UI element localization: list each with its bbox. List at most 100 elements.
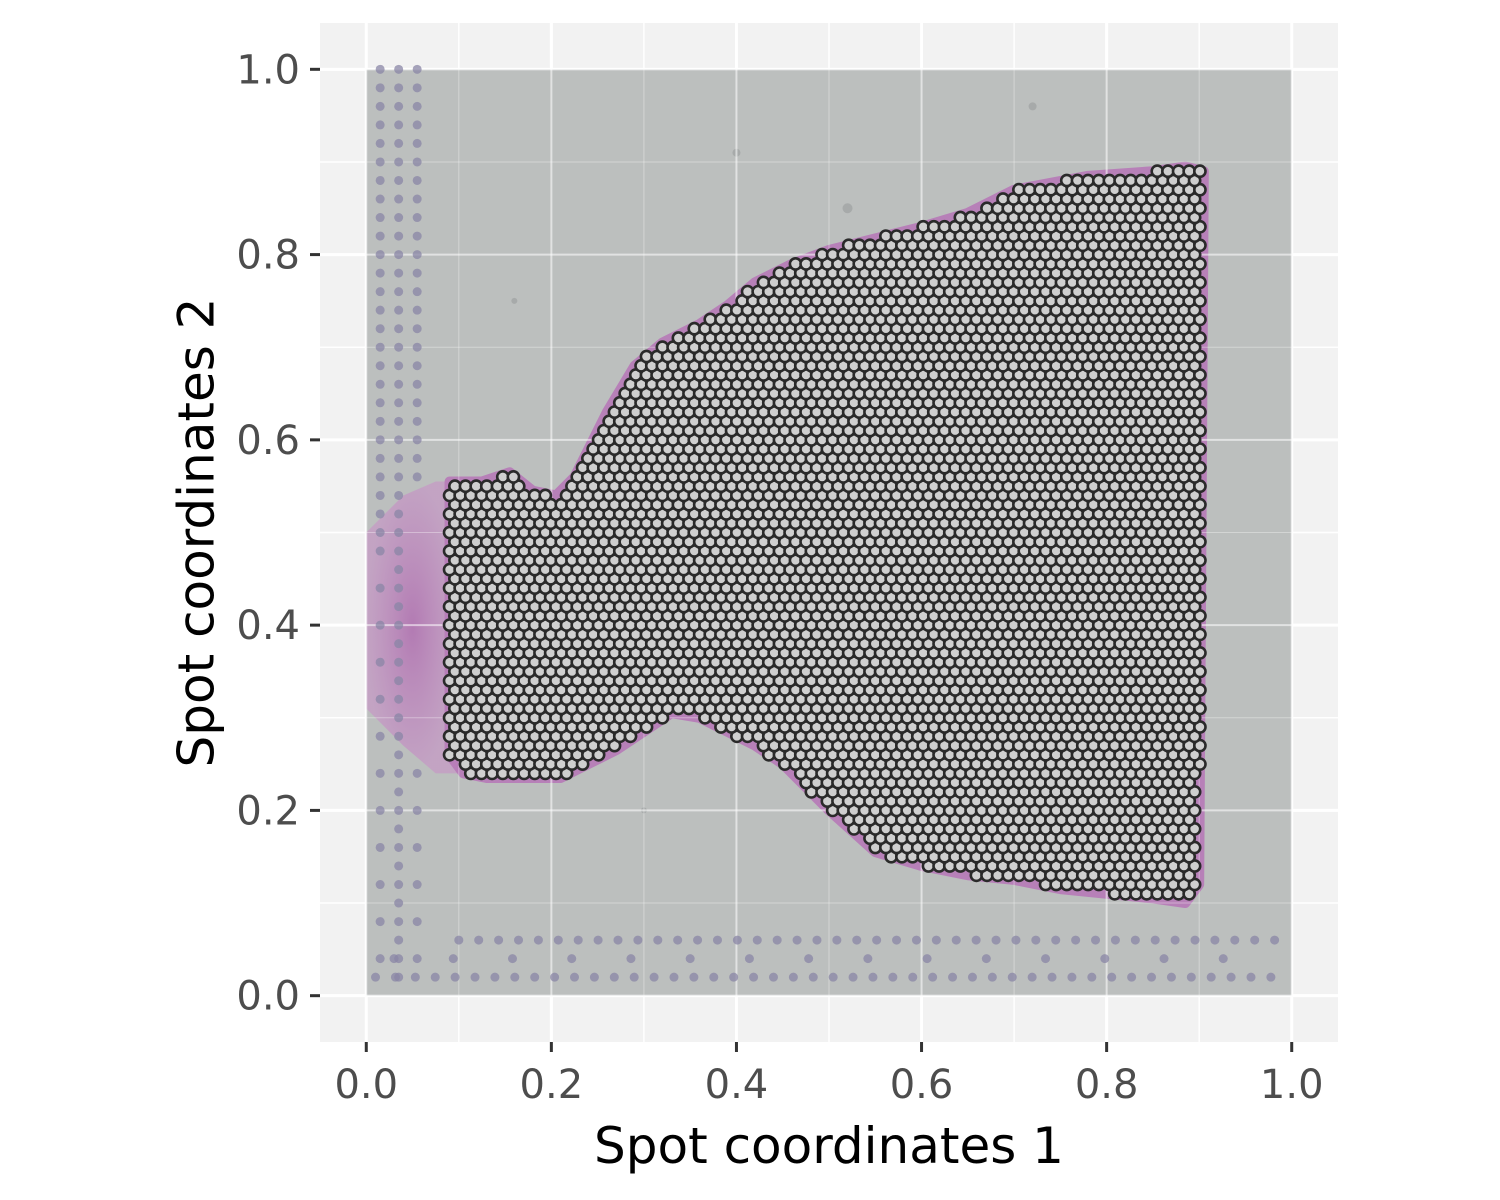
fiducial-spot <box>394 435 404 445</box>
fiducial-spot <box>928 972 938 982</box>
tissue-spots <box>442 164 1207 901</box>
fiducial-spot <box>394 453 404 463</box>
fiducial-spot <box>1011 935 1021 945</box>
fiducial-spot <box>390 972 400 982</box>
fiducial-spot <box>375 805 385 815</box>
fiducial-spot <box>689 972 699 982</box>
fiducial-spot <box>573 935 583 945</box>
fiducial-spot <box>375 379 385 389</box>
fiducial-spot <box>375 120 385 130</box>
y-axis: 0.0 0.2 0.4 0.6 0.8 1.0 <box>236 47 320 1020</box>
tissue-left-lobe <box>366 481 459 774</box>
fiducial-spot <box>804 954 814 964</box>
fiducial-spot <box>394 805 404 815</box>
fiducial-spot <box>752 935 762 945</box>
fiducial-spot <box>412 416 422 426</box>
fiducial-spot <box>394 490 404 500</box>
fiducial-spot <box>987 972 997 982</box>
fiducial-spot <box>613 935 623 945</box>
fiducial-spot <box>567 954 577 964</box>
fiducial-spot <box>394 379 404 389</box>
fiducial-spot <box>732 935 742 945</box>
fiducial-spot <box>1170 935 1180 945</box>
fiducial-spot <box>412 361 422 371</box>
fiducial-spot <box>375 287 385 297</box>
fiducial-spot <box>507 954 517 964</box>
fiducial-spot <box>1110 935 1120 945</box>
fiducial-spot <box>394 620 404 630</box>
fiducial-spot <box>394 213 404 223</box>
fiducial-spot <box>412 954 422 964</box>
fiducial-spot <box>653 935 663 945</box>
x-axis: 0.0 0.2 0.4 0.6 0.8 1.0 <box>334 1042 1324 1108</box>
fiducial-spot <box>394 824 404 834</box>
fiducial-spot <box>394 842 404 852</box>
fiducial-spot <box>394 287 404 297</box>
fiducial-spot <box>412 379 422 389</box>
fiducial-spot <box>1051 935 1061 945</box>
y-tick-label: 0.8 <box>236 233 300 279</box>
fiducial-spot <box>533 935 543 945</box>
fiducial-spot <box>412 64 422 74</box>
fiducial-spot <box>375 731 385 741</box>
fiducial-spot <box>1226 972 1236 982</box>
fiducial-spot <box>412 880 422 890</box>
fiducial-spot <box>375 361 385 371</box>
fiducial-spot <box>394 83 404 93</box>
fiducial-spot <box>394 713 404 723</box>
fiducial-spot <box>454 935 464 945</box>
fiducial-spot <box>1218 954 1228 964</box>
fiducial-spot <box>412 398 422 408</box>
x-tick-label: 0.6 <box>890 1062 954 1108</box>
fiducial-spot <box>808 972 818 982</box>
fiducial-spot <box>375 435 385 445</box>
fiducial-spot <box>375 398 385 408</box>
fiducial-spot <box>410 972 420 982</box>
fiducial-spot <box>375 880 385 890</box>
fiducial-spot <box>394 750 404 760</box>
fiducial-spot <box>412 342 422 352</box>
x-axis-title: Spot coordinates 1 <box>594 1117 1064 1175</box>
fiducial-spot <box>394 175 404 185</box>
fiducial-spot <box>450 972 460 982</box>
fiducial-spot <box>922 954 932 964</box>
y-tick-label: 1.0 <box>236 47 300 93</box>
fiducial-spot <box>412 842 422 852</box>
fiducial-spot <box>375 453 385 463</box>
fiducial-spot <box>448 954 458 964</box>
fiducial-spot <box>709 972 719 982</box>
fiducial-spot <box>375 64 385 74</box>
fiducial-spot <box>412 768 422 778</box>
fiducial-spot <box>494 935 504 945</box>
y-tick-label: 0.2 <box>236 788 300 834</box>
fiducial-spot <box>1150 935 1160 945</box>
tissue-spot <box>538 488 553 503</box>
fiducial-spot <box>633 935 643 945</box>
fiducial-spot <box>669 972 679 982</box>
fiducial-spot <box>394 657 404 667</box>
fiducial-spot <box>375 83 385 93</box>
fiducial-spot <box>1230 935 1240 945</box>
fiducial-spot <box>412 138 422 148</box>
fiducial-spot <box>394 768 404 778</box>
fiducial-spot <box>430 972 440 982</box>
fiducial-spot <box>389 954 399 964</box>
fiducial-spot <box>375 657 385 667</box>
fiducial-spot <box>412 157 422 167</box>
fiducial-spot <box>863 954 873 964</box>
fiducial-spot <box>375 175 385 185</box>
fiducial-spot <box>375 583 385 593</box>
fiducial-spot <box>394 583 404 593</box>
fiducial-spot <box>375 546 385 556</box>
fiducial-spot <box>412 435 422 445</box>
fiducial-spot <box>729 972 739 982</box>
slide-speck <box>842 203 853 214</box>
fiducial-spot <box>394 731 404 741</box>
fiducial-spot <box>394 194 404 204</box>
fiducial-spot <box>394 639 404 649</box>
fiducial-spot <box>375 490 385 500</box>
fiducial-spot <box>1159 954 1169 964</box>
fiducial-spot <box>510 972 520 982</box>
fiducial-spot <box>1147 972 1157 982</box>
fiducial-spot <box>394 546 404 556</box>
